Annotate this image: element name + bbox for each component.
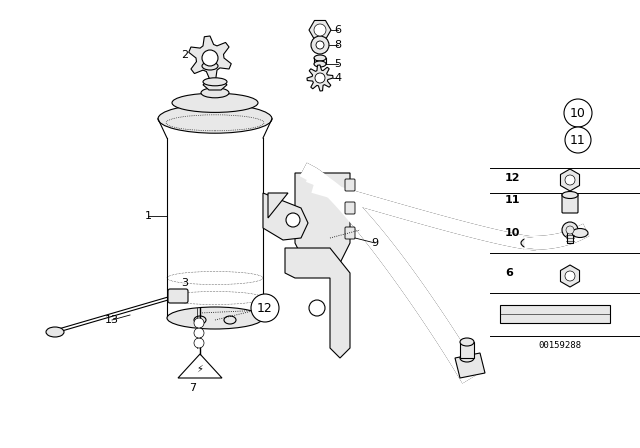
FancyBboxPatch shape (345, 179, 355, 191)
Text: 3: 3 (182, 278, 189, 288)
FancyBboxPatch shape (167, 138, 263, 318)
Ellipse shape (201, 88, 229, 98)
Circle shape (202, 50, 218, 66)
Polygon shape (500, 305, 610, 323)
Ellipse shape (203, 78, 227, 86)
FancyBboxPatch shape (168, 289, 188, 303)
Circle shape (194, 328, 204, 338)
Polygon shape (307, 65, 333, 91)
Ellipse shape (46, 327, 64, 337)
Circle shape (194, 338, 204, 348)
Circle shape (565, 127, 591, 153)
Ellipse shape (562, 191, 578, 198)
FancyBboxPatch shape (460, 342, 474, 358)
Text: ⚡: ⚡ (196, 364, 204, 374)
Text: 6: 6 (505, 268, 513, 278)
Circle shape (562, 222, 578, 238)
Circle shape (315, 73, 325, 83)
Ellipse shape (460, 354, 474, 362)
Text: 13: 13 (105, 315, 119, 325)
Text: 4: 4 (335, 73, 342, 83)
Text: 10: 10 (570, 107, 586, 120)
Circle shape (286, 213, 300, 227)
Circle shape (564, 99, 592, 127)
Text: 10: 10 (505, 228, 520, 238)
Text: 12: 12 (257, 302, 273, 314)
Text: 8: 8 (335, 40, 342, 50)
Text: 1: 1 (145, 211, 152, 221)
Text: 5: 5 (335, 59, 342, 69)
Ellipse shape (521, 238, 539, 248)
Ellipse shape (202, 62, 218, 70)
Circle shape (566, 226, 574, 234)
Text: 11: 11 (570, 134, 586, 146)
Circle shape (194, 318, 204, 328)
FancyBboxPatch shape (562, 194, 578, 213)
Circle shape (565, 175, 575, 185)
Polygon shape (285, 248, 350, 358)
Polygon shape (295, 173, 350, 263)
Text: 9: 9 (371, 238, 379, 248)
Text: 6: 6 (335, 25, 342, 35)
Polygon shape (455, 353, 485, 378)
Polygon shape (178, 354, 222, 378)
Circle shape (311, 36, 329, 54)
Text: 7: 7 (189, 383, 196, 393)
Ellipse shape (314, 61, 326, 67)
Circle shape (565, 271, 575, 281)
Text: 12: 12 (505, 173, 520, 183)
Circle shape (309, 300, 325, 316)
Polygon shape (203, 80, 227, 90)
Polygon shape (561, 169, 580, 191)
Circle shape (316, 41, 324, 49)
Ellipse shape (314, 55, 326, 61)
FancyBboxPatch shape (345, 202, 355, 214)
Polygon shape (263, 193, 308, 240)
Polygon shape (309, 21, 331, 39)
Circle shape (251, 294, 279, 322)
Circle shape (314, 24, 326, 36)
Ellipse shape (460, 338, 474, 346)
Text: 11: 11 (505, 195, 520, 205)
Ellipse shape (172, 93, 258, 112)
Ellipse shape (572, 228, 588, 237)
Ellipse shape (194, 316, 206, 324)
Ellipse shape (158, 104, 272, 133)
FancyBboxPatch shape (345, 227, 355, 239)
Ellipse shape (167, 307, 263, 329)
Polygon shape (268, 193, 288, 218)
Text: 2: 2 (181, 50, 189, 60)
Ellipse shape (224, 316, 236, 324)
Polygon shape (561, 265, 580, 287)
Polygon shape (189, 36, 231, 80)
FancyBboxPatch shape (567, 229, 573, 243)
Text: 00159288: 00159288 (538, 340, 582, 349)
